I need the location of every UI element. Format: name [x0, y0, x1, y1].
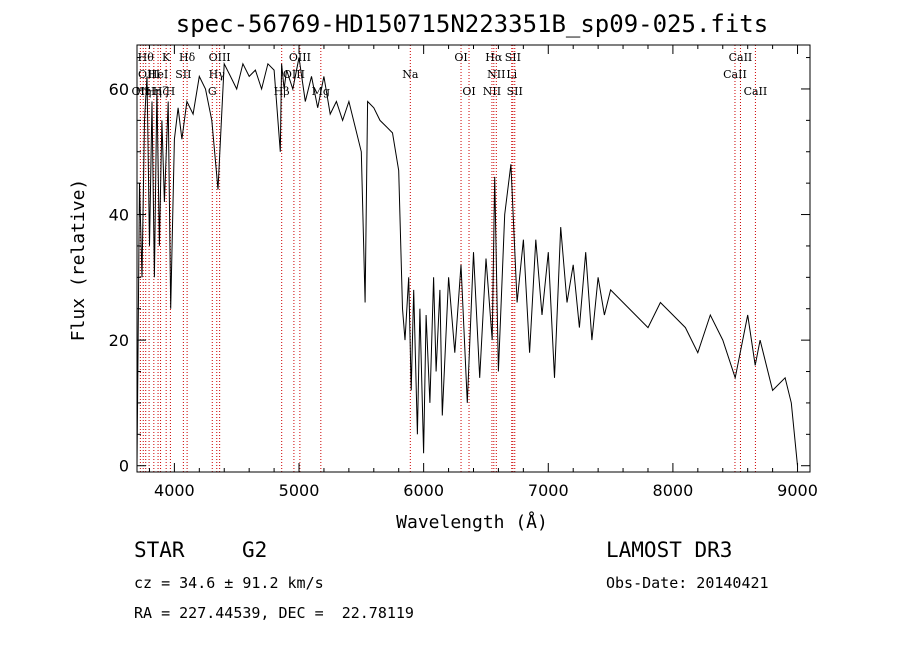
line-label: Na	[402, 68, 419, 81]
x-tick-label: 4000	[154, 481, 195, 500]
line-label: OIII	[283, 68, 305, 81]
line-label: CaII	[729, 51, 753, 64]
line-label: OI	[462, 85, 475, 98]
x-tick-label: 6000	[403, 481, 444, 500]
y-tick-label: 40	[109, 206, 129, 225]
y-axis-label: Flux (relative)	[68, 179, 89, 342]
line-label: OI	[454, 51, 467, 64]
x-tick-label: 9000	[777, 481, 818, 500]
spectral-line-markers	[139, 45, 756, 472]
line-label: SII	[507, 85, 523, 98]
coordinates: RA = 227.44539, DEC = 22.78119	[134, 604, 414, 622]
redshift-value: cz = 34.6 ± 91.2 km/s	[134, 574, 324, 592]
x-axis: 4000 5000 6000 7000 8000 9000	[148, 45, 818, 500]
line-label: G	[208, 85, 217, 98]
object-subclass: G2	[242, 538, 268, 562]
observation-date: Obs-Date: 20140421	[606, 574, 769, 592]
line-label: NII	[487, 68, 505, 81]
x-tick-label: 7000	[528, 481, 569, 500]
x-tick-label: 5000	[279, 481, 320, 500]
line-label: Li	[506, 68, 517, 81]
line-label: H	[166, 85, 176, 98]
chart-title: spec-56769-HD150715N223351B_sp09-025.fit…	[176, 10, 768, 38]
line-label: OIII	[209, 51, 231, 64]
line-label: SII	[175, 68, 191, 81]
line-label: OIII	[138, 68, 160, 81]
y-tick-label: 20	[109, 331, 129, 350]
y-tick-label: 0	[119, 457, 129, 476]
x-axis-label: Wavelength (Å)	[396, 511, 548, 533]
line-label: Hθ	[138, 51, 155, 64]
line-label: OII	[132, 85, 150, 98]
spectrum-line	[136, 57, 798, 466]
y-axis: 0 20 40 60	[109, 57, 810, 476]
x-tick-label: 8000	[653, 481, 694, 500]
line-label: Hη	[146, 85, 162, 98]
line-label: CaII	[744, 85, 768, 98]
line-label: OIII	[289, 51, 311, 64]
line-label: CaII	[723, 68, 747, 81]
spectral-line-labels: OIIHηHθOIIIHηHeIHζKHSIIHδGHγOIIIHβOIIIOI…	[132, 51, 768, 98]
line-label: Hα	[485, 51, 503, 64]
line-label: Hδ	[179, 51, 196, 64]
line-label: SII	[505, 51, 521, 64]
object-class: STAR	[134, 538, 185, 562]
line-label: Hβ	[274, 85, 290, 98]
line-label: NII	[483, 85, 501, 98]
y-tick-label: 60	[109, 80, 129, 99]
survey-name: LAMOST DR3	[606, 538, 733, 562]
line-label: K	[162, 51, 171, 64]
line-label: HeI	[148, 68, 168, 81]
line-label: Hγ	[209, 68, 226, 81]
